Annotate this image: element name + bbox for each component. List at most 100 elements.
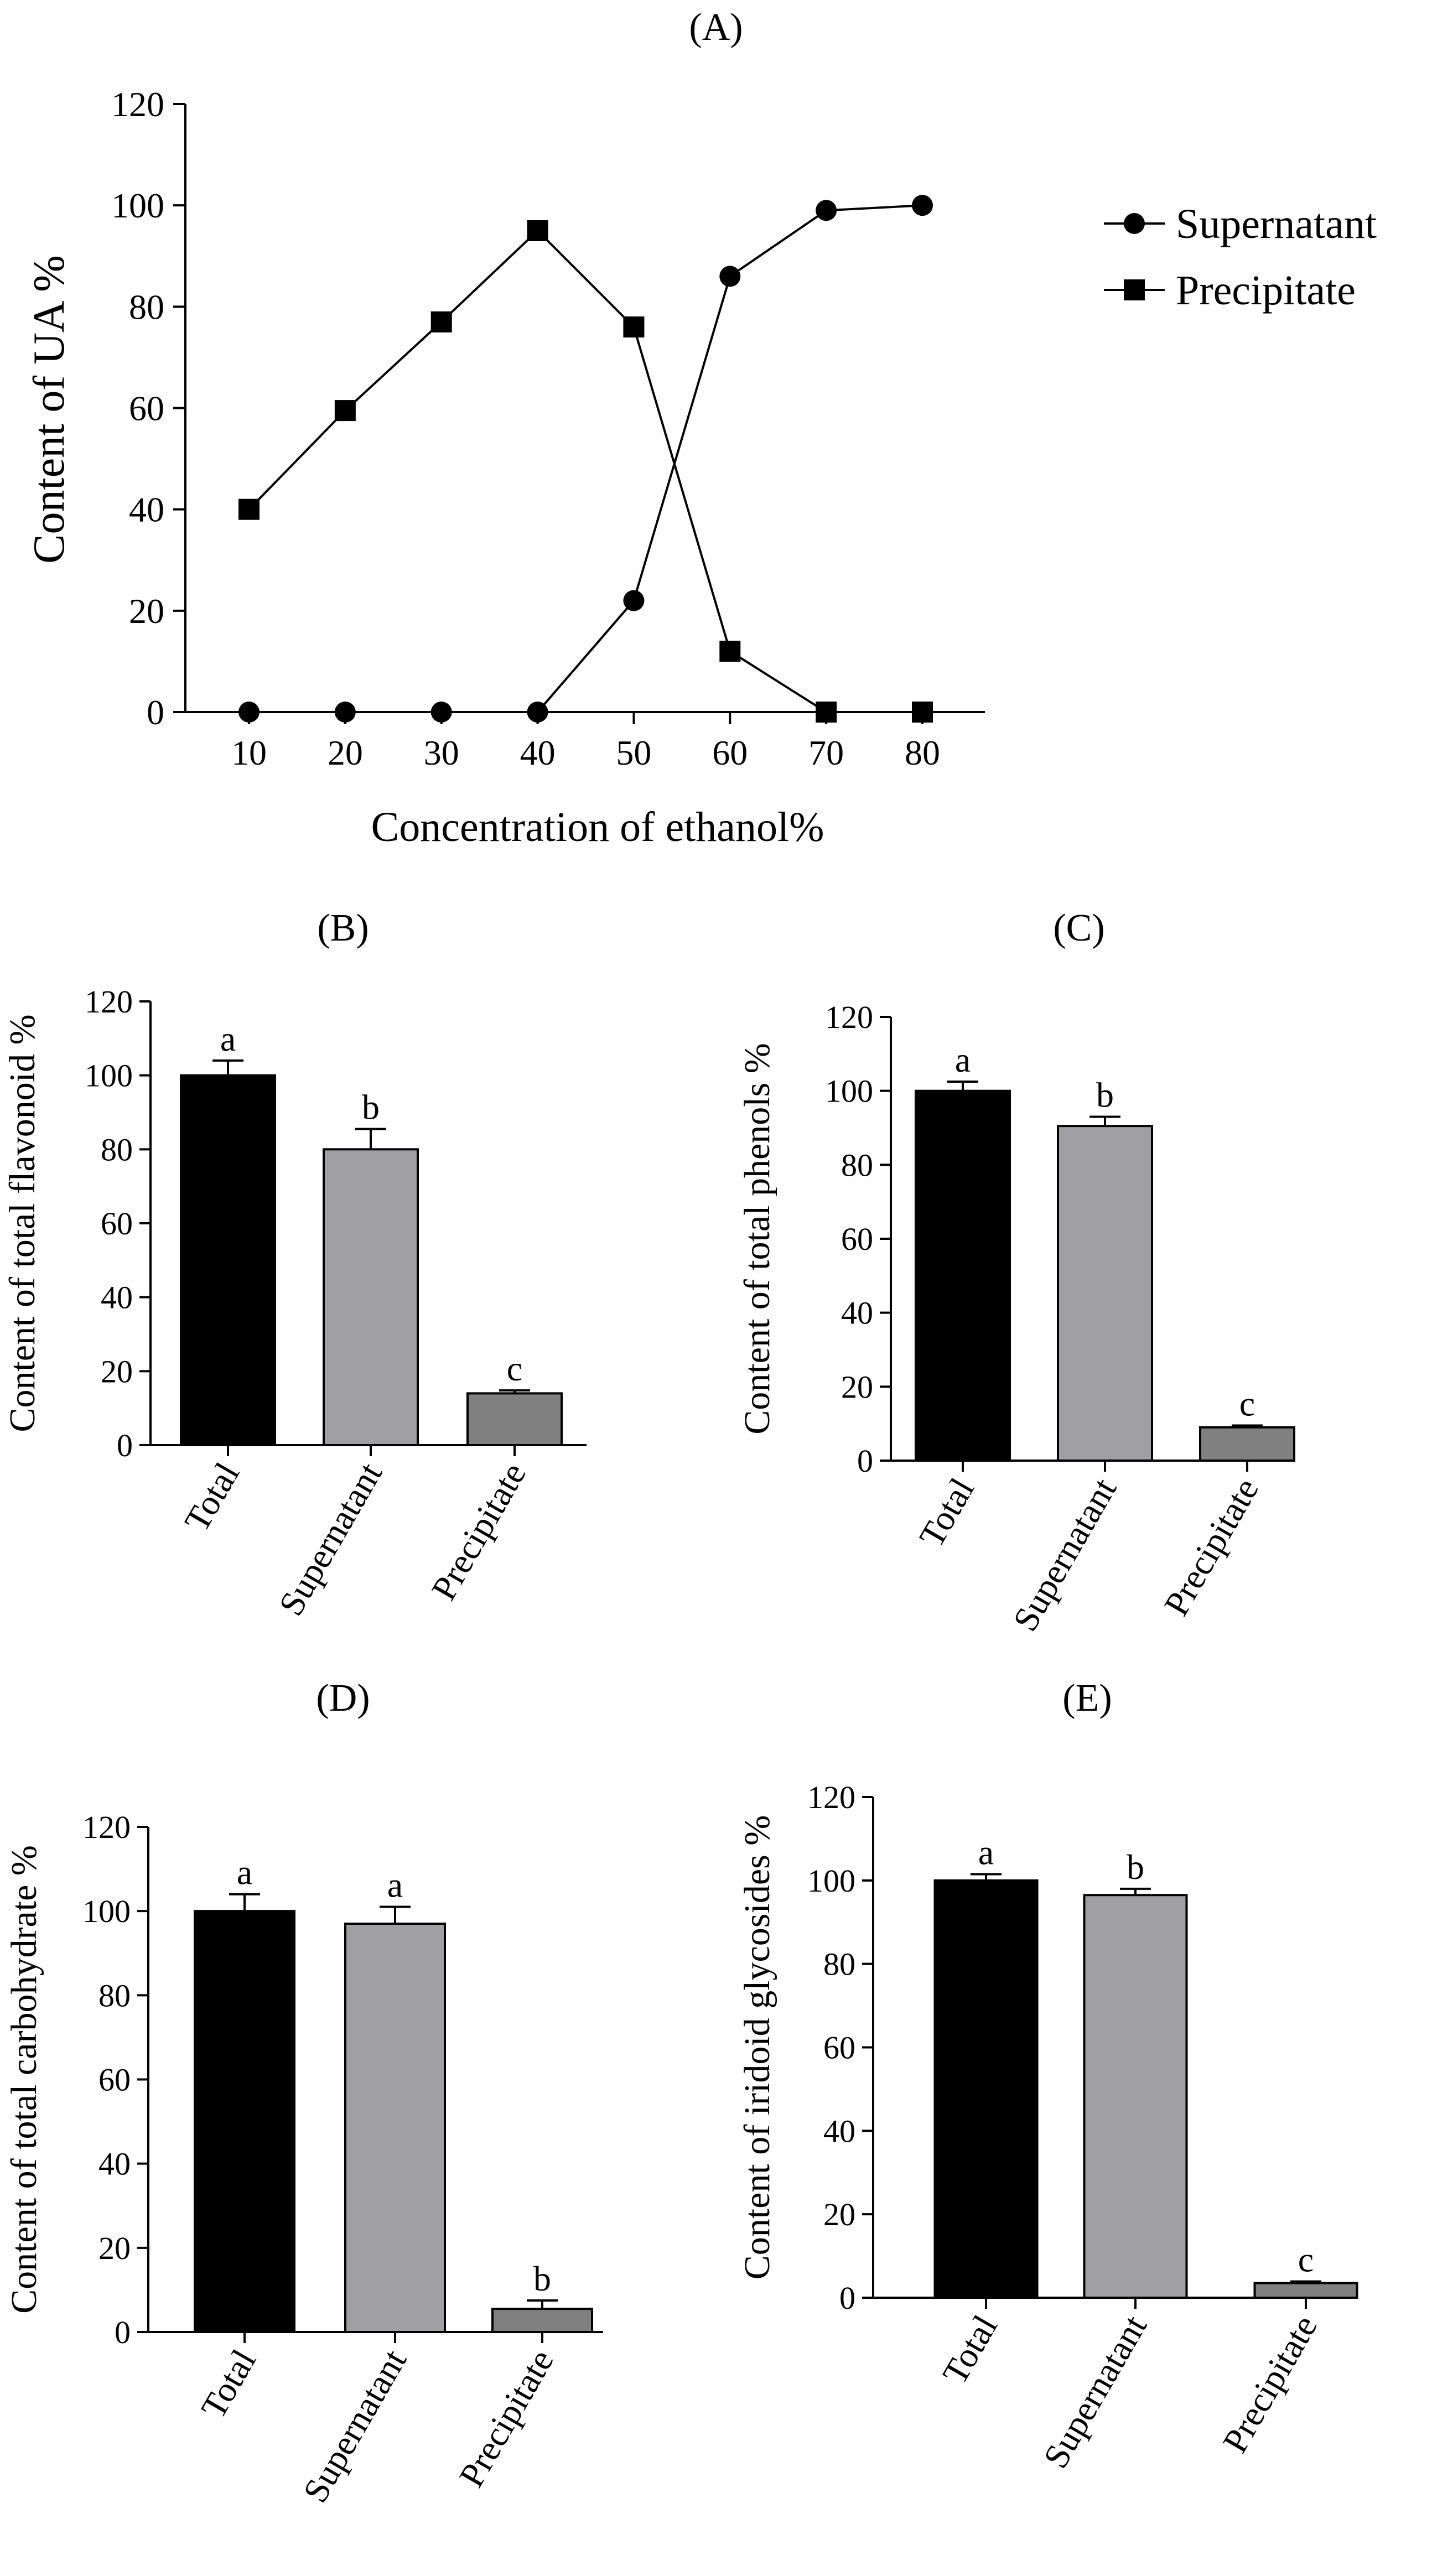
bar-total — [194, 1910, 295, 2334]
legend-label: Precipitate — [1176, 267, 1356, 314]
y-tick-label: 20 — [98, 2230, 131, 2266]
x-tick-label: 10 — [231, 733, 267, 772]
y-tick-label: 120 — [807, 1779, 855, 1815]
x-tick-label: Precipitate — [452, 2343, 561, 2494]
x-tick-label: Total — [911, 1472, 982, 1554]
bar-supernatant — [344, 1922, 446, 2334]
y-tick-label: 20 — [101, 1353, 133, 1389]
bar-precipitate — [1199, 1426, 1295, 1462]
significance-letter: b — [533, 2259, 551, 2298]
bar-total — [933, 1879, 1039, 2299]
x-tick-label: 20 — [328, 733, 363, 772]
bar-total — [180, 1074, 276, 1446]
y-tick-label: 0 — [857, 1443, 873, 1479]
legend-marker-square — [1124, 279, 1145, 300]
y-tick-label: 40 — [129, 490, 164, 529]
bar-precipitate — [491, 2308, 593, 2334]
bar-precipitate — [466, 1392, 563, 1447]
data-point-precipitate — [719, 641, 741, 662]
series-line-supernatant — [249, 204, 923, 713]
y-tick-label: 100 — [111, 186, 164, 225]
y-tick-label: 20 — [823, 2196, 855, 2232]
y-tick-label: 80 — [823, 1946, 855, 1982]
data-point-supernatant — [430, 702, 452, 723]
significance-letter: a — [978, 1833, 994, 1872]
data-point-supernatant — [623, 590, 645, 611]
y-tick-label: 120 — [111, 85, 164, 124]
data-point-supernatant — [238, 702, 260, 723]
x-tick-label: 30 — [424, 733, 459, 772]
y-tick-label: 120 — [82, 1809, 131, 1845]
panel-label: (B) — [317, 907, 369, 949]
y-tick-label: 0 — [147, 693, 164, 732]
y-tick-label: 80 — [841, 1147, 873, 1183]
x-tick-label: Precipitate — [1215, 2309, 1325, 2459]
significance-letter: c — [1239, 1384, 1255, 1424]
y-tick-label: 60 — [823, 2030, 855, 2066]
y-tick-label: 60 — [129, 389, 164, 428]
significance-letter: a — [237, 1853, 252, 1892]
y-tick-label: 60 — [101, 1206, 133, 1242]
panel-d-bar-chart: (D) 0 20 40 60 80 100 120 Content of total carbo… — [4, 1677, 603, 2509]
y-tick-label: 40 — [98, 2146, 131, 2182]
y-tick-label: 60 — [841, 1221, 873, 1257]
panel-label: (C) — [1053, 907, 1104, 949]
legend: Supernatant Precipitate — [1104, 201, 1377, 314]
x-tick-label: 60 — [712, 733, 748, 772]
data-point-supernatant — [527, 702, 548, 723]
y-tick-label: 40 — [823, 2113, 855, 2149]
significance-letter: c — [507, 1349, 522, 1388]
series-line-precipitate — [248, 229, 922, 713]
y-tick-label: 80 — [101, 1131, 133, 1167]
y-tick-label: 0 — [117, 1427, 133, 1463]
data-point-precipitate — [912, 702, 933, 723]
x-tick-label: Supernatant — [271, 1456, 390, 1622]
y-tick-label: 40 — [101, 1280, 133, 1316]
panel-label: (A) — [689, 6, 743, 49]
data-point-precipitate — [527, 220, 548, 241]
y-tick-label: 120 — [85, 984, 133, 1020]
significance-letter: c — [1298, 2240, 1314, 2279]
y-tick-label: 0 — [839, 2280, 855, 2316]
x-tick-label: Precipitate — [424, 1456, 533, 1607]
y-axis-title: Content of total phenols % — [737, 1043, 777, 1435]
panel-label: (E) — [1062, 1677, 1112, 1720]
x-tick-label: 80 — [905, 733, 940, 772]
panel-b-bar-chart: (B) 0 20 40 60 80 100 120 Content of total flavo… — [2, 907, 587, 1622]
legend-marker-circle — [1124, 213, 1145, 234]
significance-letter: b — [1096, 1075, 1114, 1114]
data-point-precipitate — [623, 316, 645, 337]
bar-supernatant — [1083, 1894, 1188, 2299]
data-point-supernatant — [816, 200, 837, 221]
y-tick-label: 80 — [98, 1977, 131, 2013]
panel-e-bar-chart: (E) 0 20 40 60 80 100 120 Content of iridoid gly… — [737, 1677, 1358, 2475]
y-axis-title: Content of UA % — [25, 255, 74, 564]
x-tick-label: Total — [193, 2343, 263, 2426]
panel-c-bar-chart: (C) 0 20 40 60 80 100 120 Content of total pheno… — [737, 907, 1295, 1638]
y-tick-label: 100 — [82, 1893, 131, 1929]
x-tick-label: Total — [177, 1456, 247, 1539]
data-point-supernatant — [912, 195, 933, 216]
y-tick-label: 100 — [825, 1073, 873, 1109]
y-tick-label: 120 — [825, 999, 873, 1035]
x-tick-label: Supernatant — [1005, 1471, 1124, 1637]
y-tick-label: 80 — [129, 287, 164, 326]
x-tick-label: 50 — [616, 733, 651, 772]
data-point-precipitate — [334, 400, 356, 422]
significance-letter: a — [955, 1040, 971, 1079]
y-tick-label: 20 — [129, 591, 164, 631]
y-tick-label: 100 — [85, 1058, 133, 1094]
y-axis-title: Content of total carbohydrate % — [4, 1845, 44, 2314]
data-point-supernatant — [334, 702, 356, 723]
panel-label: (D) — [316, 1677, 370, 1720]
y-axis-title: Content of iridoid glycosides % — [737, 1815, 777, 2280]
y-tick-label: 60 — [98, 2062, 131, 2098]
y-tick-label: 100 — [807, 1863, 855, 1899]
significance-letter: a — [387, 1866, 403, 1905]
data-point-precipitate — [238, 498, 260, 520]
x-tick-label: 40 — [520, 733, 556, 772]
x-tick-label: Total — [935, 2309, 1005, 2391]
bar-supernatant — [1057, 1125, 1153, 1462]
significance-letter: a — [220, 1019, 236, 1058]
